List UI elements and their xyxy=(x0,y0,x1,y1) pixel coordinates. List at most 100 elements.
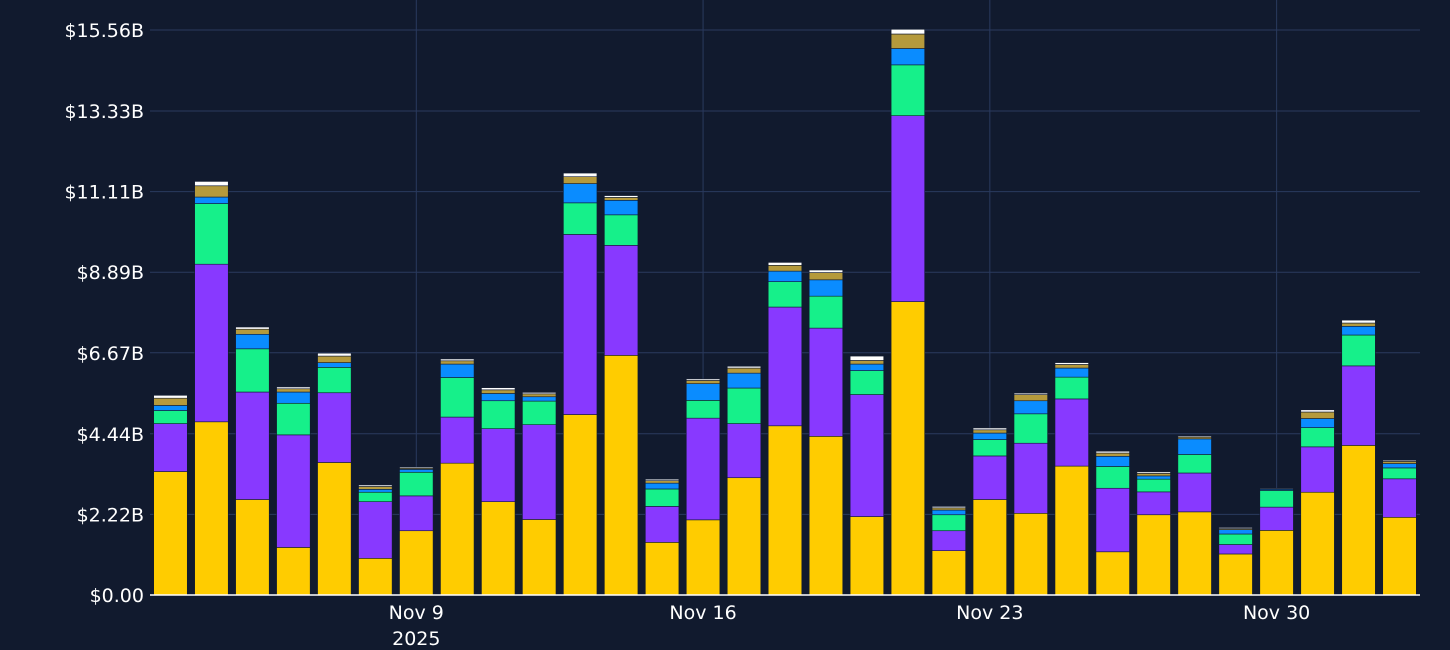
y-tick-label: $6.67B xyxy=(77,343,144,365)
bar-segment xyxy=(1259,530,1294,596)
y-tick-label: $4.44B xyxy=(77,424,144,446)
bar-segment xyxy=(317,462,352,596)
x-tick-year-label: 2025 xyxy=(392,628,440,650)
bar-segment xyxy=(440,416,475,464)
y-tick-label: $15.56B xyxy=(64,20,144,42)
bar-segment xyxy=(1382,459,1417,462)
bar-segment xyxy=(563,176,598,184)
y-tick-label: $0.00 xyxy=(90,585,144,607)
bar-segment xyxy=(1013,513,1048,596)
bar-stack xyxy=(194,181,229,596)
bar-segment xyxy=(235,326,270,330)
bar-segment xyxy=(644,542,680,596)
bar-segment xyxy=(931,509,966,516)
bar-segment xyxy=(726,387,762,424)
bar-segment xyxy=(1136,514,1171,596)
bar-segment xyxy=(1300,427,1335,448)
bar-segment xyxy=(1054,376,1089,400)
bar-segment xyxy=(1300,418,1335,428)
bars-layer xyxy=(153,28,1417,596)
x-tick-label: Nov 9 xyxy=(389,602,444,624)
bar-segment xyxy=(644,488,680,507)
bar-segment xyxy=(1341,445,1376,596)
bar-segment xyxy=(194,421,229,596)
x-axis-tick-labels: Nov 9 2025 Nov 16 Nov 23 Nov 30 xyxy=(389,602,1311,650)
bar-segment xyxy=(604,197,639,201)
bar-segment xyxy=(767,281,803,308)
bar-segment xyxy=(931,507,966,511)
bar-stack xyxy=(685,378,721,596)
bar-stack xyxy=(1341,319,1376,596)
bar-segment xyxy=(276,388,311,393)
bar-segment xyxy=(890,48,925,66)
bar-segment xyxy=(1136,471,1171,474)
y-tick-label: $11.11B xyxy=(64,182,144,204)
bar-segment xyxy=(931,530,966,552)
bar-segment xyxy=(358,486,393,490)
bar-segment xyxy=(522,424,557,520)
bar-segment xyxy=(481,393,516,402)
bar-segment xyxy=(890,115,925,302)
bar-segment xyxy=(440,377,475,418)
bar-stack xyxy=(1218,527,1253,596)
bar-segment xyxy=(972,455,1007,500)
bar-segment xyxy=(890,33,925,49)
bar-segment xyxy=(317,367,352,394)
bar-segment xyxy=(849,363,885,371)
bar-segment xyxy=(358,491,393,502)
bar-stack xyxy=(972,427,1007,596)
bar-segment xyxy=(399,530,434,596)
bar-segment xyxy=(808,295,844,329)
bar-segment xyxy=(276,547,311,596)
bar-segment xyxy=(604,195,639,198)
bar-segment xyxy=(1136,478,1171,493)
bar-segment xyxy=(972,432,1007,440)
bar-segment xyxy=(358,501,393,559)
bar-segment xyxy=(153,471,188,596)
bar-segment xyxy=(808,272,844,281)
bar-segment xyxy=(808,436,844,596)
bar-segment xyxy=(563,414,598,596)
bar-segment xyxy=(153,394,188,399)
bar-stack xyxy=(604,195,639,596)
bar-segment xyxy=(849,360,885,365)
bar-segment xyxy=(522,393,557,398)
bar-segment xyxy=(358,558,393,596)
bar-stack xyxy=(849,355,885,596)
bar-stack xyxy=(1054,362,1089,596)
bar-segment xyxy=(726,423,762,479)
bar-segment xyxy=(235,348,270,393)
bar-segment xyxy=(1177,435,1212,438)
bar-stack xyxy=(153,394,188,596)
bar-segment xyxy=(1095,551,1130,596)
bar-segment xyxy=(1054,364,1089,369)
bar-segment xyxy=(931,514,966,532)
bar-segment xyxy=(194,196,229,204)
bar-segment xyxy=(849,370,885,395)
bar-segment xyxy=(767,262,803,266)
bar-segment xyxy=(1054,398,1089,467)
bar-stack xyxy=(276,386,311,596)
bar-segment xyxy=(276,434,311,548)
bar-segment xyxy=(194,203,229,265)
bar-segment xyxy=(1013,392,1048,395)
bar-segment xyxy=(1218,553,1253,596)
bar-stack xyxy=(1136,471,1171,596)
bar-segment xyxy=(604,245,639,356)
bar-segment xyxy=(358,489,393,493)
bar-segment xyxy=(685,519,721,596)
bar-stack xyxy=(1382,459,1417,596)
bar-segment xyxy=(1218,527,1253,529)
bar-segment xyxy=(890,64,925,116)
x-tick-label: Nov 16 xyxy=(669,602,736,624)
bar-segment xyxy=(235,499,270,596)
bar-segment xyxy=(685,400,721,419)
y-tick-label: $13.33B xyxy=(64,101,144,123)
bar-segment xyxy=(481,400,516,429)
bar-segment xyxy=(194,263,229,423)
bar-stack xyxy=(440,358,475,596)
bar-segment xyxy=(1095,466,1130,489)
bar-segment xyxy=(1259,487,1294,490)
bar-segment xyxy=(1341,322,1376,327)
bar-stack xyxy=(931,506,966,596)
